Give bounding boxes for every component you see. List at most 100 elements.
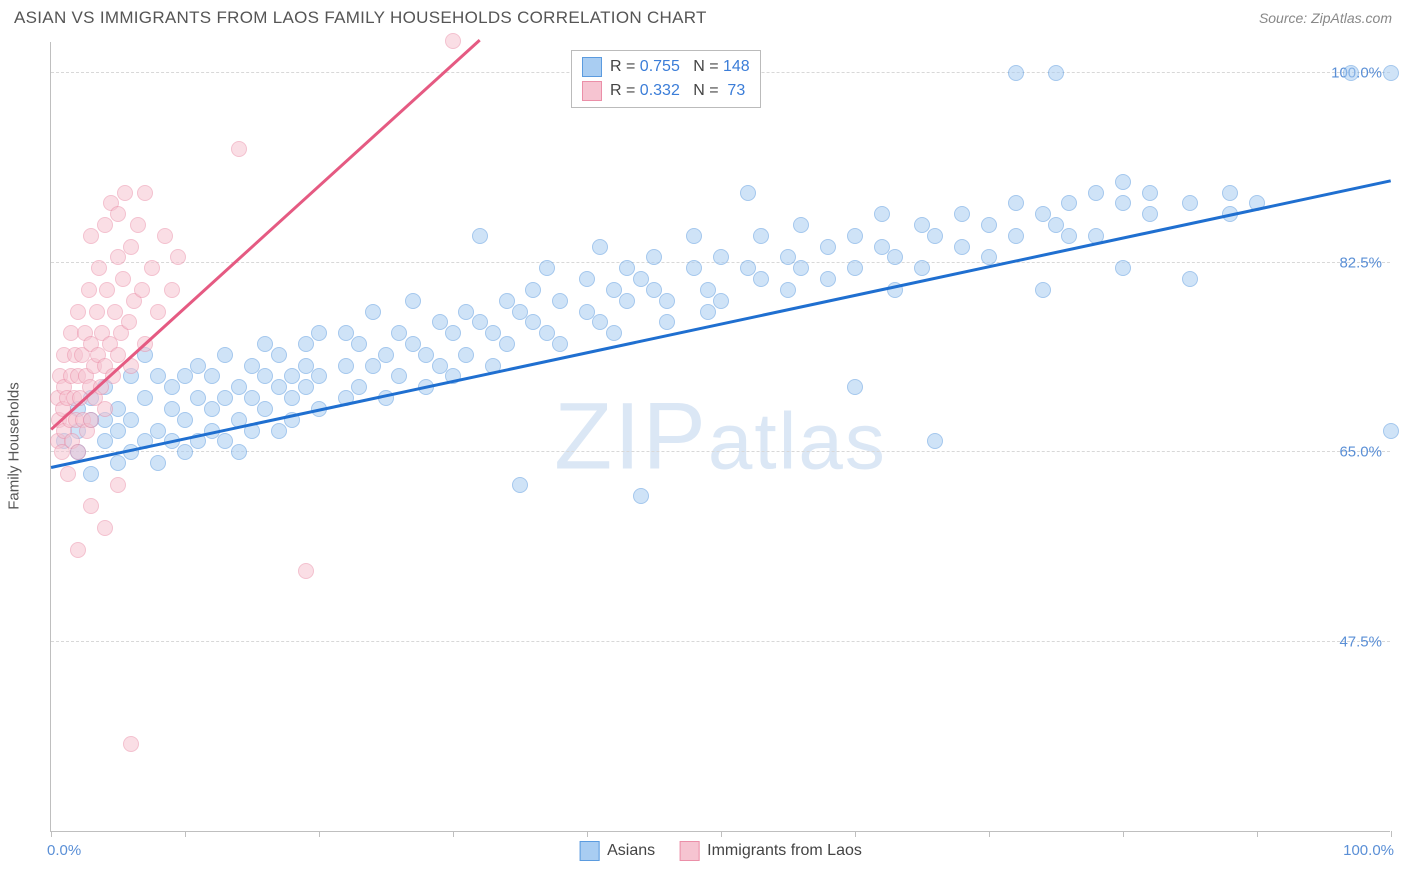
chart-header: ASIAN VS IMMIGRANTS FROM LAOS FAMILY HOU… xyxy=(0,0,1406,28)
data-point xyxy=(150,304,166,320)
x-tick xyxy=(587,831,588,837)
data-point xyxy=(83,412,99,428)
data-point xyxy=(793,217,809,233)
data-point xyxy=(89,304,105,320)
data-point xyxy=(981,217,997,233)
data-point xyxy=(432,358,448,374)
y-tick-label: 47.5% xyxy=(1339,633,1382,650)
data-point xyxy=(740,185,756,201)
chart-title: ASIAN VS IMMIGRANTS FROM LAOS FAMILY HOU… xyxy=(14,8,707,28)
legend-swatch xyxy=(582,81,602,101)
data-point xyxy=(177,412,193,428)
data-point xyxy=(499,336,515,352)
data-point xyxy=(847,260,863,276)
data-point xyxy=(123,412,139,428)
data-point xyxy=(97,401,113,417)
data-point xyxy=(619,293,635,309)
data-point xyxy=(753,228,769,244)
data-point xyxy=(539,260,555,276)
data-point xyxy=(1383,65,1399,81)
data-point xyxy=(157,228,173,244)
data-point xyxy=(1182,195,1198,211)
data-point xyxy=(1115,195,1131,211)
data-point xyxy=(365,304,381,320)
data-point xyxy=(1035,206,1051,222)
data-point xyxy=(204,368,220,384)
legend-label: Immigrants from Laos xyxy=(707,842,862,860)
x-tick xyxy=(1391,831,1392,837)
data-point xyxy=(499,293,515,309)
scatter-chart: ZIPatlas 47.5%65.0%82.5%100.0%0.0%100.0%… xyxy=(50,42,1390,832)
data-point xyxy=(418,347,434,363)
data-point xyxy=(1142,206,1158,222)
data-point xyxy=(271,423,287,439)
data-point xyxy=(217,390,233,406)
data-point xyxy=(164,379,180,395)
data-point xyxy=(1383,423,1399,439)
data-point xyxy=(298,358,314,374)
data-point xyxy=(1035,282,1051,298)
data-point xyxy=(150,423,166,439)
data-point xyxy=(107,304,123,320)
data-point xyxy=(485,325,501,341)
gridline xyxy=(51,451,1390,452)
data-point xyxy=(177,368,193,384)
data-point xyxy=(659,293,675,309)
data-point xyxy=(713,249,729,265)
data-point xyxy=(606,325,622,341)
data-point xyxy=(311,368,327,384)
data-point xyxy=(231,141,247,157)
data-point xyxy=(1182,271,1198,287)
data-point xyxy=(190,358,206,374)
data-point xyxy=(887,249,903,265)
data-point xyxy=(525,314,541,330)
stats-text: R = 0.755 N = 148 xyxy=(610,55,750,79)
data-point xyxy=(60,466,76,482)
data-point xyxy=(311,325,327,341)
data-point xyxy=(713,293,729,309)
legend-label: Asians xyxy=(607,842,655,860)
stats-legend: R = 0.755 N = 148R = 0.332 N = 73 xyxy=(571,50,761,108)
data-point xyxy=(81,282,97,298)
data-point xyxy=(606,282,622,298)
data-point xyxy=(927,433,943,449)
data-point xyxy=(405,293,421,309)
data-point xyxy=(1142,185,1158,201)
data-point xyxy=(1048,65,1064,81)
data-point xyxy=(458,304,474,320)
data-point xyxy=(97,217,113,233)
x-tick xyxy=(989,831,990,837)
gridline xyxy=(51,641,1390,642)
data-point xyxy=(110,206,126,222)
data-point xyxy=(164,401,180,417)
series-legend: Asians Immigrants from Laos xyxy=(579,841,862,861)
x-tick xyxy=(721,831,722,837)
data-point xyxy=(1008,195,1024,211)
y-axis-label: Family Households xyxy=(6,382,23,510)
data-point xyxy=(257,368,273,384)
data-point xyxy=(231,379,247,395)
x-tick xyxy=(453,831,454,837)
legend-item: Asians xyxy=(579,841,655,861)
data-point xyxy=(1222,185,1238,201)
data-point xyxy=(150,455,166,471)
data-point xyxy=(646,249,662,265)
y-tick-label: 82.5% xyxy=(1339,254,1382,271)
x-tick xyxy=(51,831,52,837)
x-tick xyxy=(1257,831,1258,837)
data-point xyxy=(1008,228,1024,244)
data-point xyxy=(753,271,769,287)
data-point xyxy=(115,271,131,287)
data-point xyxy=(954,206,970,222)
data-point xyxy=(914,260,930,276)
data-point xyxy=(391,368,407,384)
data-point xyxy=(700,282,716,298)
legend-swatch xyxy=(679,841,699,861)
data-point xyxy=(99,282,115,298)
data-point xyxy=(271,347,287,363)
data-point xyxy=(97,520,113,536)
watermark: ZIPatlas xyxy=(554,382,887,491)
data-point xyxy=(927,228,943,244)
data-point xyxy=(110,477,126,493)
data-point xyxy=(700,304,716,320)
